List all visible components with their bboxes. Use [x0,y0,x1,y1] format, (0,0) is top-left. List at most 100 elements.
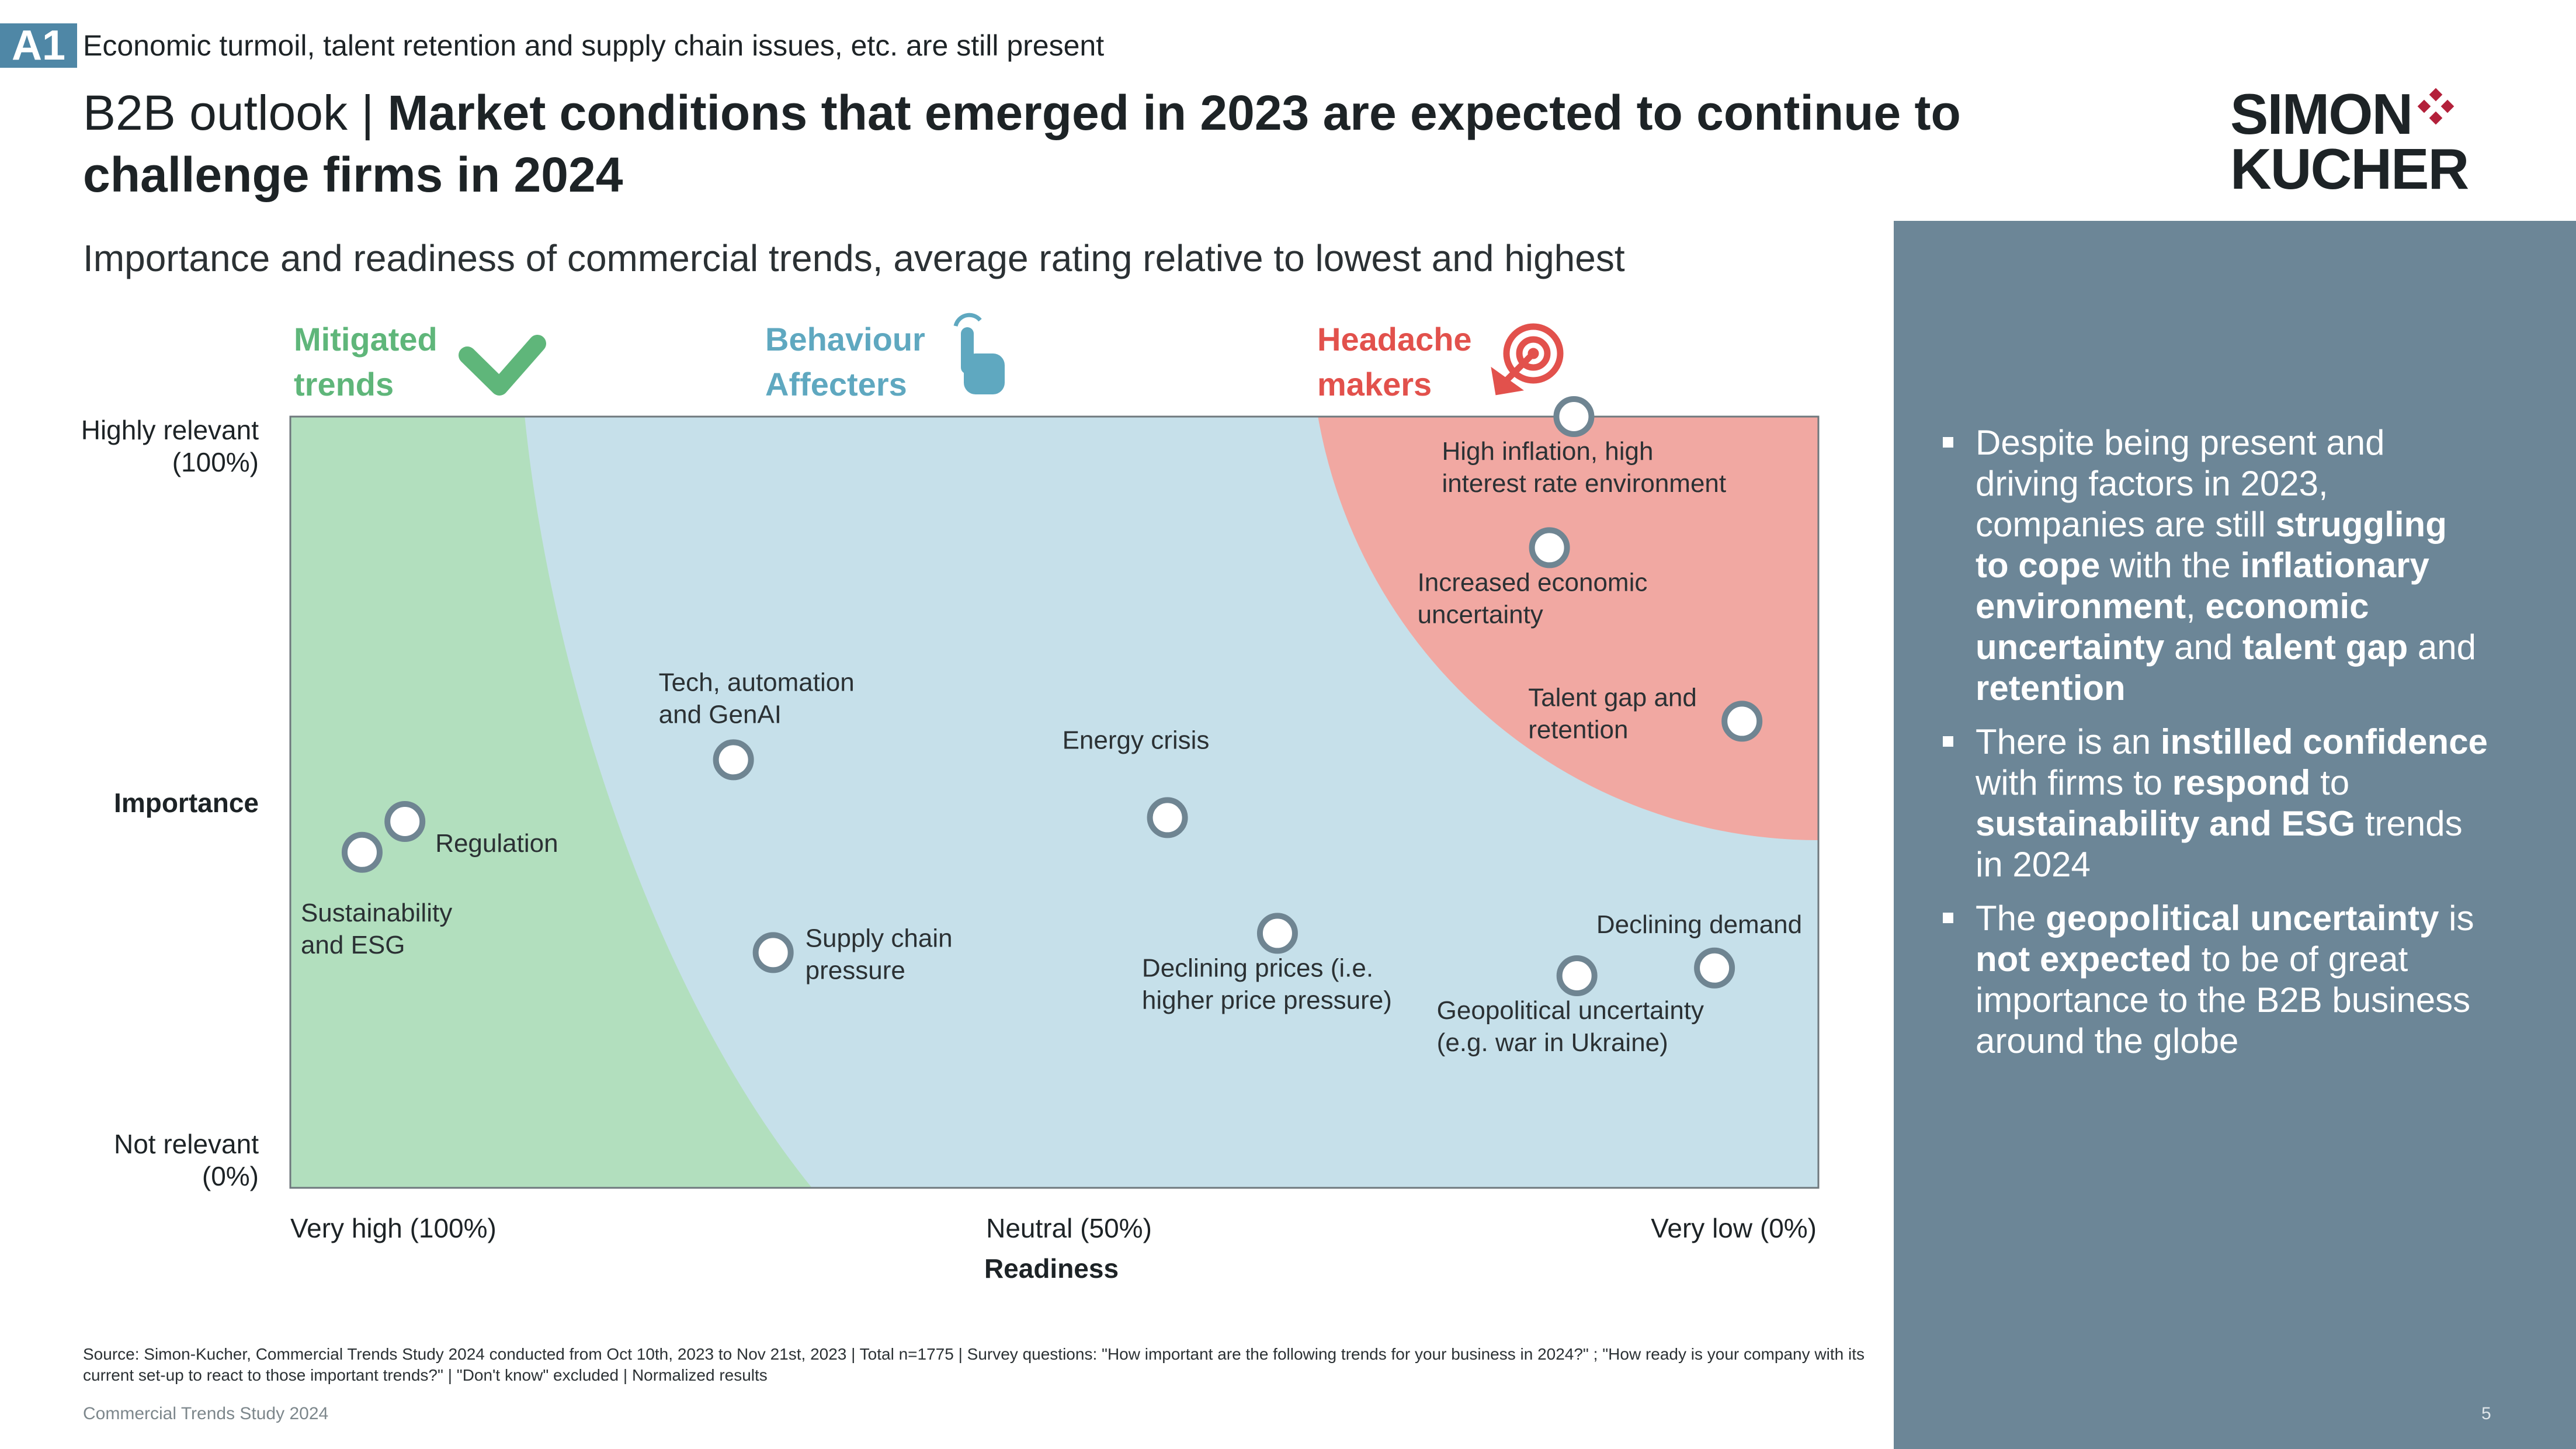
insight-emphasis: talent gap [2242,628,2408,667]
data-point-label: interest rate environment [1442,469,1726,498]
data-point-label: higher price pressure) [1142,986,1392,1014]
insight-text: is [2439,899,2474,938]
insight-text: with the [2100,546,2241,585]
data-point-marker [1529,527,1570,568]
x-axis-title: Readiness [984,1253,1119,1284]
x-tick-middle: Neutral (50%) [986,1213,1152,1243]
data-point-label: Declining demand [1596,910,1802,939]
title-separator: | [361,85,374,140]
data-point: Declining prices (i.e. higher price press… [1142,913,1392,1014]
pointing-hand-icon [953,313,1005,394]
zone-label-mitigated-line2: trends [294,366,394,403]
insight-bullet: The geopolitical uncertainty is not expe… [1943,898,2490,1062]
data-point-marker [1147,797,1188,838]
data-point-label: and ESG [301,931,405,959]
data-point-label: Sustainability [301,899,452,927]
y-tick-top-line1: Highly relevant [81,415,259,445]
insight-text: Despite being present and driving factor… [1976,423,2385,544]
data-point-label: Declining prices (i.e. [1142,954,1373,982]
zone-mitigated-trends [290,417,812,1188]
readiness-importance-chart: Mitigated trends Behaviour Affecters Hea… [81,313,1820,1284]
x-tick-right: Very low (0%) [1651,1213,1817,1243]
insight-text: and [2164,628,2242,667]
data-point: Talent gap and retention [1528,683,1763,744]
section-badge: A1 [0,23,77,68]
data-point-label: retention [1528,715,1628,744]
zone-label-behaviour-line1: Behaviour [765,321,925,358]
insight-text: , [2186,587,2206,626]
data-point: Energy crisis [1063,726,1210,838]
insight-emphasis: struggling to cope [1976,505,2447,585]
insight-text: with firms to [1976,763,2172,802]
x-tick-left: Very high (100%) [290,1213,497,1243]
page-title: B2B outlook | Market conditions that eme… [83,82,2127,206]
data-point-label: and GenAI [659,700,782,729]
y-tick-bottom-line1: Not relevant [114,1129,259,1159]
logo-line2: KUCHER [2230,137,2469,201]
insight-emphasis: sustainability and ESG [1976,804,2356,843]
data-point: Supply chain pressure [752,924,953,985]
data-point-marker [341,831,383,873]
source-note: Source: Simon-Kucher, Commercial Trends … [83,1345,1865,1384]
insight-bullet: Despite being present and driving factor… [1943,422,2490,709]
zone-label-headache-line2: makers [1317,366,1432,403]
insight-text: trends in 2024 [1976,804,2463,884]
check-icon [459,335,546,396]
data-point-marker [384,801,426,842]
y-tick-top-line2: (100%) [172,447,259,477]
zone-label-behaviour-line2: Affecters [765,366,907,403]
data-point-marker [713,739,754,781]
zone-label-mitigated-line1: Mitigated [294,321,438,358]
data-point-label: High inflation, high [1442,437,1653,466]
data-point-marker [1256,913,1298,954]
logo-diamond-icon [2417,88,2455,125]
data-point-label: Energy crisis [1063,726,1210,754]
insights-list: Despite being present and driving factor… [1943,422,2490,1074]
target-icon [1491,323,1564,396]
data-point-marker [752,932,794,973]
logo-line1: SIMON [2230,82,2413,146]
insight-emphasis: geopolitical uncertainty [2046,899,2439,938]
insight-emphasis: respond [2172,763,2311,802]
data-point: Increased economic uncertainty [1418,527,1648,629]
data-point: Geopolitical uncertainty (e.g. war in Ukr… [1437,955,1704,1057]
data-point-label: Talent gap and [1528,683,1697,712]
data-point-label: (e.g. war in Ukraine) [1437,1028,1668,1057]
data-point: High inflation, high interest rate enviro… [1442,396,1726,498]
insight-emphasis: economic uncertainty [1976,587,2369,667]
page-number: 5 [2481,1404,2491,1423]
data-point-marker [1556,955,1598,996]
insight-text: and [2408,628,2477,667]
insight-text: There is an [1976,722,2161,761]
data-point-marker [1721,701,1763,742]
plot-frame [289,415,1820,1189]
insight-text: to be of great importance to the B2B bus… [1976,940,2471,1060]
data-point-label: Tech, automation [659,668,855,696]
simon-kucher-logo: SIMON KUCHER [2230,85,2499,201]
data-point: Declining demand [1596,910,1802,989]
chart-subtitle: Importance and readiness of commercial t… [83,237,1625,279]
data-point-marker [1553,396,1595,437]
data-point-marker [1694,947,1735,989]
footer-study-name: Commercial Trends Study 2024 [83,1404,329,1423]
data-point-label: Increased economic [1418,568,1648,597]
insights-panel: Despite being present and driving factor… [1894,221,2576,1449]
title-headline: Market conditions that emerged in 2023 a… [83,85,1961,202]
insight-emphasis: retention [1976,668,2126,708]
data-point: Tech, automation and GenAI [659,668,855,781]
data-point-label: Supply chain [806,924,953,952]
tagline: Economic turmoil, talent retention and s… [83,29,1105,62]
y-tick-bottom-line2: (0%) [202,1161,259,1191]
insight-text: The [1976,899,2046,938]
zone-label-headache-line1: Headache [1317,321,1472,358]
data-point: Sustainability and ESG [301,831,452,959]
zone-headache-makers [1318,417,1818,840]
title-prefix: B2B outlook [83,85,348,140]
data-point-label: pressure [806,956,905,985]
data-point-label: Regulation [435,829,558,858]
insight-text: to [2310,763,2350,802]
insight-bullet: There is an instilled confidence with fi… [1943,722,2490,885]
insight-emphasis: not expected [1976,940,2192,979]
y-axis-title: Importance [114,788,259,818]
data-point-label: uncertainty [1418,600,1543,629]
